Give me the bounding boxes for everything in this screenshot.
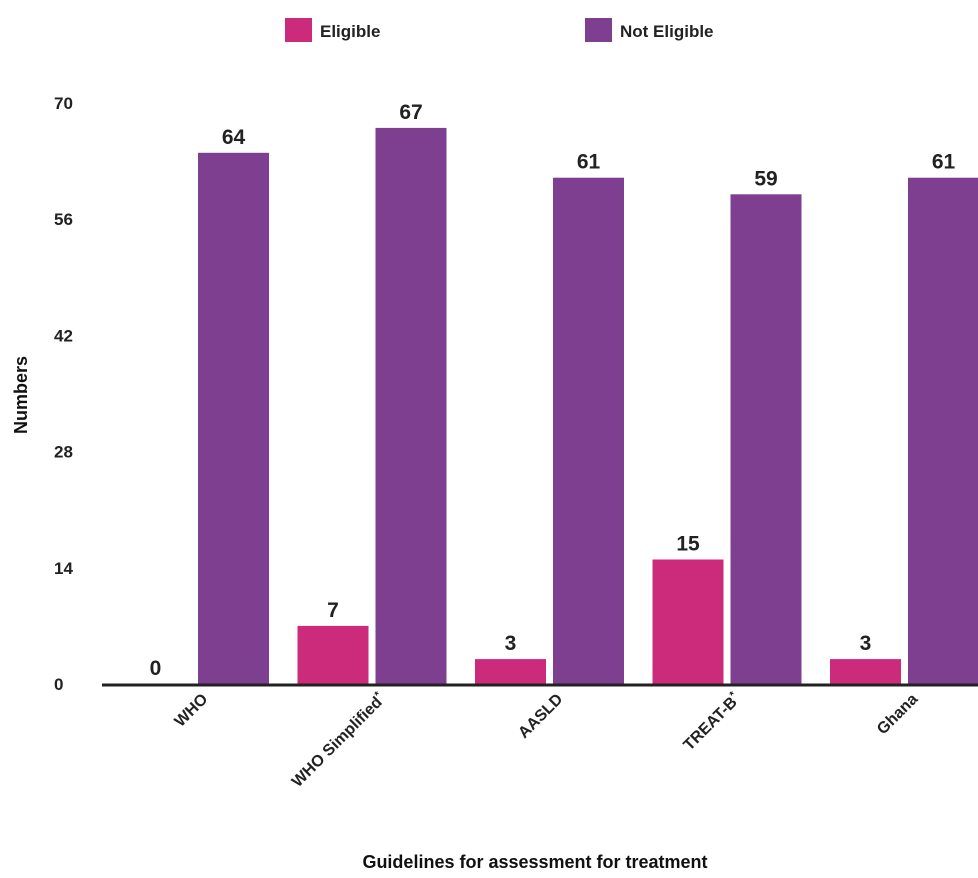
data-label-eligible-2: 7 [327, 599, 339, 622]
x-tick-label: WHO [172, 691, 212, 731]
x-tick-label: Ghana [874, 691, 921, 738]
data-label-eligible-3: 3 [505, 632, 517, 655]
y-tick-label: 28 [54, 443, 73, 462]
data-label-not-eligible-3: 61 [577, 151, 601, 174]
y-tick-label: 0 [54, 675, 63, 694]
x-axis-title: Guidelines for assessment for treatment [362, 852, 707, 872]
y-axis-title: Numbers [11, 356, 31, 434]
x-tick-label: TREAT-B* [679, 689, 744, 754]
bar-not-eligible-1 [198, 152, 269, 685]
data-label-not-eligible-2: 67 [399, 101, 422, 124]
legend-label-1: Eligible [320, 22, 380, 41]
x-tick-label: WHO Simplified* [288, 689, 390, 791]
bars: 0 64 7 67 3 61 15 59 3 61 [150, 101, 978, 685]
y-tick-label: 14 [54, 559, 73, 578]
bar-eligible-4 [652, 559, 724, 684]
legend-swatch-1 [285, 18, 312, 42]
legend-swatch-2 [585, 18, 612, 42]
data-label-eligible-5: 3 [860, 632, 872, 655]
legend: Eligible Not Eligible [285, 18, 714, 42]
bar-not-eligible-3 [553, 177, 624, 684]
x-axis: WHO WHO Simplified* AASLD TREAT-B* Ghana [102, 683, 978, 791]
data-label-not-eligible-1: 64 [222, 126, 246, 149]
y-axis: 0 14 28 42 56 70 [54, 94, 73, 694]
data-label-not-eligible-5: 61 [932, 151, 956, 174]
data-label-eligible-1: 0 [150, 657, 162, 680]
bar-not-eligible-5 [908, 177, 978, 684]
bar-eligible-5 [830, 659, 901, 684]
bar-not-eligible-2 [375, 127, 447, 684]
y-tick-label: 42 [54, 326, 73, 345]
x-tick-label: AASLD [515, 691, 566, 742]
y-tick-label: 56 [54, 210, 73, 229]
data-label-eligible-4: 15 [676, 533, 700, 556]
legend-label-2: Not Eligible [620, 22, 714, 41]
bar-not-eligible-4 [730, 194, 802, 685]
data-label-not-eligible-4: 59 [754, 167, 777, 190]
bar-eligible-2 [297, 625, 369, 684]
y-tick-label: 70 [54, 94, 73, 113]
bar-eligible-3 [475, 659, 546, 684]
